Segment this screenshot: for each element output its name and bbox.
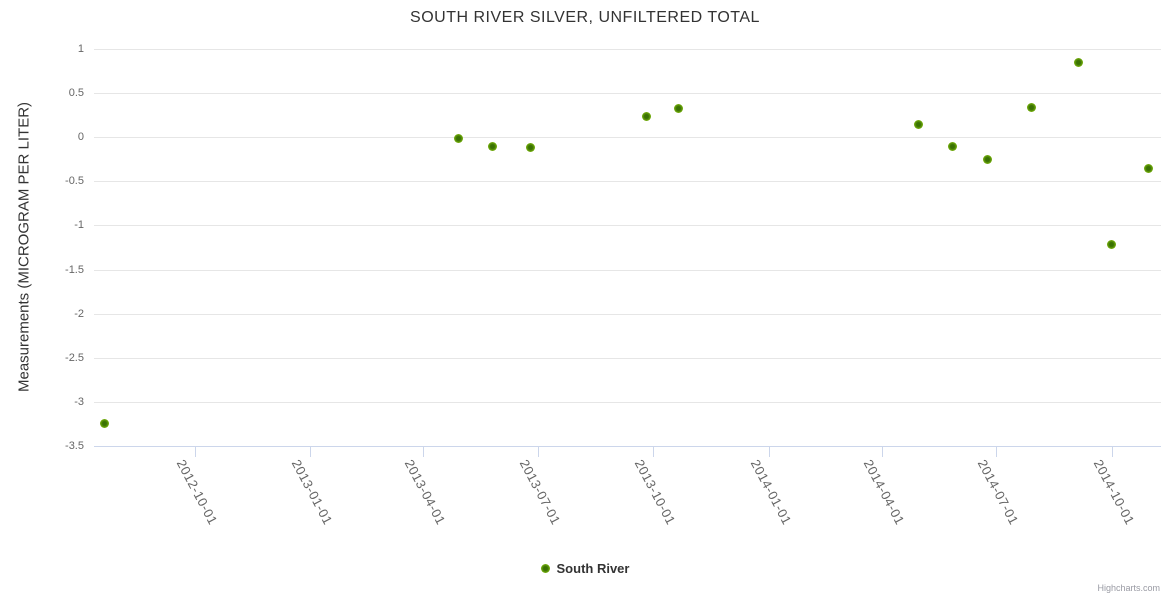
x-axis-tick: [310, 447, 312, 457]
y-gridline: [94, 93, 1161, 95]
x-axis-tick: [996, 447, 998, 457]
x-axis-tick: [194, 447, 196, 457]
data-point[interactable]: [1107, 240, 1117, 250]
data-point[interactable]: [913, 120, 923, 130]
x-axis-label: 2014-10-01: [1090, 457, 1138, 528]
data-point[interactable]: [1073, 57, 1083, 67]
highcharts-credits-link[interactable]: Highcharts.com: [1097, 583, 1160, 593]
x-axis-tick: [537, 447, 539, 457]
x-axis-label: 2012-10-01: [173, 457, 221, 528]
data-point[interactable]: [99, 419, 109, 429]
data-point[interactable]: [487, 141, 497, 151]
y-gridline: [94, 181, 1161, 183]
x-axis-label: 2014-07-01: [975, 457, 1022, 528]
y-axis-label: -3: [74, 395, 84, 408]
y-axis-label: 1: [77, 43, 84, 55]
y-gridline: [94, 313, 1161, 315]
data-point[interactable]: [525, 143, 535, 153]
chart-title: SOUTH RIVER SILVER, UNFILTERED TOTAL: [410, 9, 760, 26]
y-axis-label: -2: [74, 307, 84, 320]
x-axis-tick: [653, 447, 655, 457]
y-axis-label: 0: [77, 131, 84, 144]
y-axis-label: -3.5: [65, 440, 84, 452]
x-axis-label: 2013-01-01: [288, 457, 336, 528]
x-axis-tick: [423, 447, 425, 457]
y-gridline: [94, 225, 1161, 227]
x-axis-line: [94, 446, 1161, 447]
y-axis-label: -1.5: [65, 263, 84, 276]
y-axis-label: 0.5: [68, 87, 84, 100]
legend-label: South River: [556, 561, 630, 576]
data-point[interactable]: [947, 142, 957, 152]
x-axis-label: 2013-10-01: [632, 457, 679, 528]
y-axis-label: -1: [74, 219, 84, 232]
data-point[interactable]: [983, 154, 993, 164]
y-gridline: [94, 269, 1161, 271]
x-axis-label: 2013-07-01: [516, 457, 564, 528]
data-point[interactable]: [673, 103, 683, 113]
y-gridline: [94, 137, 1161, 139]
x-axis-tick: [768, 447, 770, 457]
y-axis-title: Measurements (MICROGRAM PER LITER): [15, 101, 33, 393]
x-axis-label: 2014-01-01: [747, 457, 795, 528]
y-gridline: [94, 357, 1161, 359]
y-gridline: [94, 49, 1161, 50]
data-point[interactable]: [642, 112, 652, 122]
legend-marker-icon: [540, 564, 550, 573]
x-axis-tick: [1111, 447, 1113, 457]
y-axis-label: -0.5: [65, 175, 84, 188]
data-point[interactable]: [453, 134, 463, 144]
data-point[interactable]: [1027, 102, 1037, 112]
y-axis-label: -2.5: [65, 351, 84, 364]
y-gridline: [94, 401, 1161, 403]
legend-item[interactable]: South River: [0, 561, 1170, 576]
data-point[interactable]: [1143, 163, 1153, 173]
x-axis-label: 2013-04-01: [402, 457, 449, 528]
x-axis-label: 2014-04-01: [860, 457, 908, 528]
x-axis-tick: [881, 447, 883, 457]
